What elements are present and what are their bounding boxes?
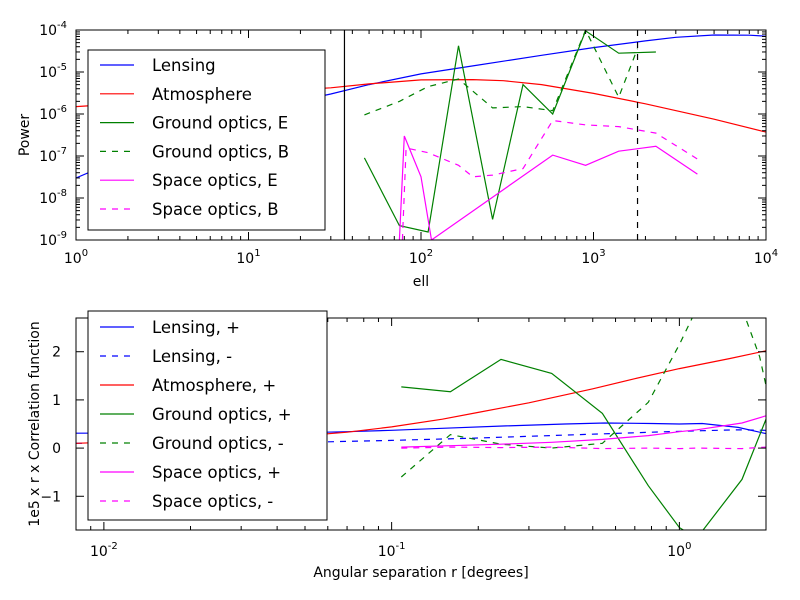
series-line-space-optics <box>401 446 766 450</box>
y-tick-label-exponent: -7 <box>57 146 67 157</box>
legend-box <box>87 310 328 521</box>
legend-entry-space-optics-b: Space optics, B <box>152 200 279 219</box>
y-tick-label: 10-5 <box>39 62 67 81</box>
x-tick-label: 10-2 <box>90 541 118 560</box>
x-tick-label: 100 <box>667 541 691 560</box>
y-tick-label: 10-8 <box>39 188 67 207</box>
x-tick-label-exponent: 3 <box>599 248 605 259</box>
legend-entry-lensing: Lensing, - <box>152 347 232 366</box>
x-tick-label-exponent: -1 <box>396 541 406 552</box>
x-tick-label-base: 10 <box>378 544 396 560</box>
x-tick-label-exponent: 4 <box>772 248 778 259</box>
x-axis-label: Angular separation r [degrees] <box>313 565 528 581</box>
legend-entry-space-optics: Space optics, + <box>152 463 281 482</box>
x-tick-label-base: 10 <box>581 251 599 267</box>
x-tick-label: 103 <box>581 248 605 267</box>
series-line-space-optics <box>401 415 766 448</box>
series-line-space-optics-e <box>398 135 698 240</box>
y-tick-label: −1 <box>40 489 61 505</box>
x-tick-label-base: 10 <box>754 251 772 267</box>
series-line-ground-optics <box>400 318 766 478</box>
x-tick-label: 104 <box>754 248 778 267</box>
series-line-lensing <box>76 429 766 444</box>
series-line-atmosphere <box>76 350 766 444</box>
x-axis-label: ell <box>413 274 429 290</box>
y-axis-label: 1e5 x r x Correlation function <box>27 321 43 526</box>
legend-entry-ground-optics-b: Ground optics, B <box>152 142 289 161</box>
x-tick-label-base: 10 <box>64 251 82 267</box>
legend-entry-lensing: Lensing <box>152 56 216 75</box>
y-tick-label-exponent: -9 <box>57 230 67 241</box>
x-tick-label: 10-1 <box>378 541 406 560</box>
plot-frame <box>75 317 767 531</box>
x-tick-label-exponent: -2 <box>108 541 118 552</box>
y-axis-label: Power <box>17 114 33 157</box>
legend-entry-ground-optics: Ground optics, + <box>152 405 292 424</box>
legend-entry-lensing: Lensing, + <box>152 318 240 337</box>
x-tick-label-exponent: 0 <box>82 248 88 259</box>
y-tick-label: 2 <box>52 345 61 361</box>
legend-entry-ground-optics: Ground optics, - <box>152 434 284 453</box>
plot-frame <box>75 29 767 241</box>
y-tick-label-base: 10 <box>39 107 57 123</box>
legend-entry-space-optics-e: Space optics, E <box>152 171 278 190</box>
y-tick-label: 1 <box>52 393 61 409</box>
x-tick-label: 101 <box>236 248 260 267</box>
series-line-ground-optics-b <box>364 30 639 116</box>
y-tick-label-exponent: -8 <box>57 188 67 199</box>
y-tick-label-exponent: -4 <box>57 20 67 31</box>
y-tick-label: 0 <box>52 441 61 457</box>
y-tick-label-exponent: -6 <box>57 104 67 115</box>
plot-series-group <box>76 318 766 530</box>
y-tick-label-base: 10 <box>39 23 57 39</box>
legend: Lensing Atmosphere Ground optics, E Ground … <box>87 49 326 231</box>
legend-entry-ground-optics-e: Ground optics, E <box>152 114 288 133</box>
y-tick-label: 10-6 <box>39 104 67 123</box>
x-tick-label-exponent: 0 <box>685 541 691 552</box>
x-tick-label-base: 10 <box>90 544 108 560</box>
x-tick-label: 102 <box>409 248 433 267</box>
y-tick-label-exponent: -5 <box>57 62 67 73</box>
y-tick-label: 10-7 <box>39 146 67 165</box>
y-tick-label-base: 10 <box>39 65 57 81</box>
legend-box <box>87 49 326 231</box>
y-tick-label-base: 10 <box>39 233 57 249</box>
x-tick-label: 100 <box>64 248 88 267</box>
series-line-space-optics-b <box>401 119 698 240</box>
y-tick-label: 10-9 <box>39 230 67 249</box>
y-tick-label-base: 10 <box>39 191 57 207</box>
x-tick-label-base: 10 <box>667 544 685 560</box>
legend: Lensing, + Lensing, - Atmosphere, + Ground … <box>87 310 328 521</box>
legend-entry-atmosphere: Atmosphere, + <box>152 376 276 395</box>
legend-entry-space-optics: Space optics, - <box>152 492 273 511</box>
x-tick-label-exponent: 1 <box>254 248 260 259</box>
x-tick-label-base: 10 <box>409 251 427 267</box>
legend-entry-atmosphere: Atmosphere <box>152 85 252 104</box>
x-tick-label-base: 10 <box>236 251 254 267</box>
y-tick-label: 10-4 <box>39 20 67 39</box>
series-line-ground-optics-e <box>363 30 656 233</box>
series-line-ground-optics <box>401 358 766 530</box>
y-tick-label-base: 10 <box>39 149 57 165</box>
x-tick-label-exponent: 2 <box>427 248 433 259</box>
chart-power-spectrum: 100 101 102 103 10410-910-810-710-610-510-4e… <box>17 20 778 290</box>
